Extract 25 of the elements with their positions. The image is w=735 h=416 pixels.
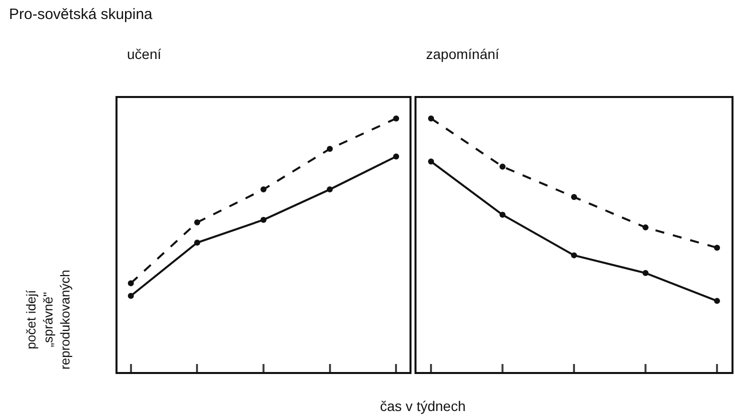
point bbox=[428, 115, 434, 122]
point bbox=[571, 252, 578, 258]
point bbox=[128, 280, 134, 286]
point bbox=[194, 219, 200, 226]
point bbox=[428, 158, 434, 165]
point bbox=[500, 164, 506, 170]
point bbox=[714, 298, 720, 304]
point bbox=[260, 186, 266, 192]
point bbox=[194, 240, 200, 246]
point bbox=[260, 216, 266, 223]
point bbox=[642, 224, 649, 230]
chart-subtitle: zapomínání bbox=[426, 46, 500, 62]
point bbox=[500, 212, 506, 218]
y-axis-title: počet idejí „správně" reprodukovaných bbox=[24, 270, 72, 370]
point bbox=[393, 115, 400, 122]
chart-subtitle: učení bbox=[127, 46, 162, 62]
point bbox=[393, 153, 400, 160]
point bbox=[128, 292, 134, 299]
point bbox=[571, 194, 578, 200]
point bbox=[642, 270, 649, 276]
point bbox=[714, 244, 720, 251]
point bbox=[326, 146, 333, 152]
point bbox=[326, 186, 333, 192]
chart-title: Pro-sovětská skupina bbox=[9, 6, 154, 23]
x-axis-title: čas v týdnech bbox=[380, 398, 466, 414]
